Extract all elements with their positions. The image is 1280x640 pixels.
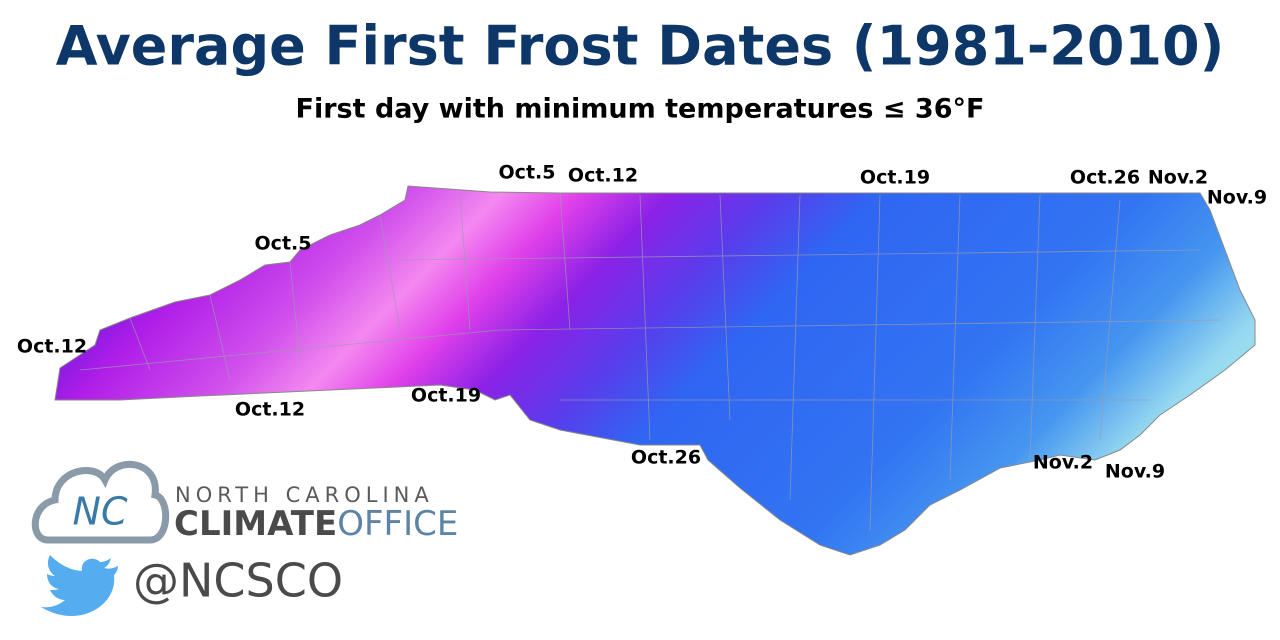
twitter-handle: @NCSCO — [133, 554, 343, 608]
date-label: Nov.9 — [1105, 461, 1165, 483]
logo-org: NORTH CAROLINA — [175, 483, 434, 507]
logo-office: OFFICE — [337, 504, 458, 544]
logo-mark: NC — [73, 490, 128, 534]
date-label: Oct.19 — [411, 385, 481, 407]
date-label: Oct.12 — [568, 165, 638, 187]
title: Average First Frost Dates (1981-2010) — [56, 15, 1225, 78]
subtitle: First day with minimum temperatures ≤ 36… — [296, 94, 985, 125]
date-label: Oct.26 — [1070, 167, 1140, 189]
date-label: Oct.5 — [255, 233, 312, 255]
state-map — [54, 185, 1256, 556]
date-label: Oct.26 — [631, 447, 701, 469]
logo-name: CLIMATEOFFICE — [174, 504, 458, 544]
logo-climate: CLIMATE — [174, 504, 337, 544]
date-label: Oct.12 — [17, 336, 87, 358]
date-label: Nov.2 — [1148, 167, 1208, 189]
date-label: Nov.2 — [1033, 452, 1093, 474]
date-label: Oct.5 — [499, 162, 556, 184]
twitter-bird — [41, 555, 118, 616]
date-label: Oct.12 — [235, 399, 305, 421]
date-label: Nov.9 — [1207, 187, 1267, 209]
date-label: Oct.19 — [860, 167, 930, 189]
logo: NC NORTH CAROLINA CLIMATEOFFICE @NCSCO — [31, 461, 458, 616]
logo-cloud — [31, 461, 170, 544]
county-lines — [79, 192, 1221, 531]
